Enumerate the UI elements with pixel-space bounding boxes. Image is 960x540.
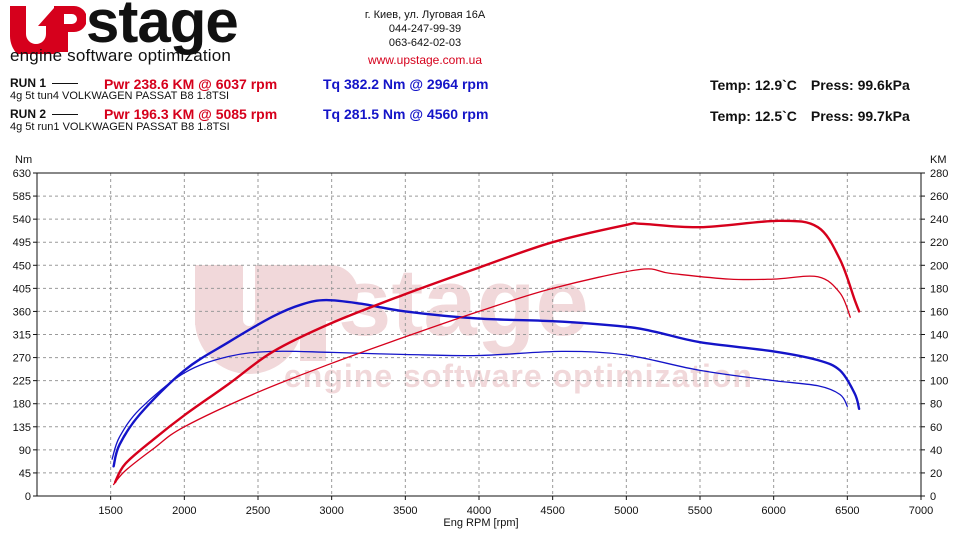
logo-mark-icon	[10, 6, 86, 54]
y-tick-label-0: 0	[25, 491, 31, 503]
x-tick-label-0: 1500	[98, 505, 122, 517]
y-tick-label-4: 180	[13, 399, 31, 411]
run-1-temp: Temp: 12.9`C	[710, 77, 797, 93]
y2-tick-label-14: 280	[930, 168, 948, 180]
run-1-description: 4g 5t tun4 VOLKWAGEN PASSAT B8 1.8TSI	[10, 90, 230, 102]
y-axis-left-ticks: 0 45 90 135 180 225 270 315 360 405 450 495 540 585 63…	[13, 168, 37, 503]
y-tick-label-10: 450	[13, 260, 31, 272]
x-tick-label-5: 4000	[467, 505, 491, 517]
x-tick-label-1: 2000	[172, 505, 196, 517]
run-2-label: RUN 2	[10, 107, 47, 121]
y2-tick-label-3: 60	[930, 422, 942, 434]
run-2-info: RUN 2 4g 5t run1 VOLKWAGEN PASSAT B8 1.8…	[10, 107, 230, 133]
x-axis-ticks: 1500 2000 2500 3000 3500 4000 4500 5000 5500 6000…	[98, 496, 933, 517]
phone-2-text: 063-642-02-03	[388, 37, 462, 49]
run-2-torque: Tq 281.5 Nm @ 4560 rpm	[323, 106, 489, 122]
x-axis-label: Eng RPM [rpm]	[443, 517, 518, 529]
y2-tick-label-12: 240	[930, 214, 948, 226]
run-2-line-legend	[52, 114, 79, 116]
series-line-torque-run-2	[111, 350, 848, 460]
run-2-description: 4g 5t run1 VOLKWAGEN PASSAT B8 1.8TSI	[10, 121, 230, 133]
upstage-logo: stage engine software optimization	[6, 0, 306, 70]
y2-tick-label-2: 40	[930, 445, 942, 457]
y2-tick-label-4: 80	[930, 399, 942, 411]
y-tick-label-11: 495	[13, 237, 31, 249]
x-tick-label-11: 7000	[909, 505, 933, 517]
chart-series	[111, 219, 861, 486]
y2-tick-label-8: 160	[930, 306, 948, 318]
y2-tick-label-9: 180	[930, 283, 948, 295]
x-tick-label-8: 5500	[688, 505, 712, 517]
y-tick-label-3: 135	[13, 422, 31, 434]
y-tick-label-14: 630	[13, 168, 31, 180]
y-tick-label-13: 585	[13, 191, 31, 203]
run-2-power: Pwr 196.3 KM @ 5085 rpm	[104, 106, 278, 122]
y-axis-right-ticks: 0 20 40 60 80 100 120 140 160 180 200 220 240 260 280	[921, 168, 948, 503]
logo-word: stage	[86, 0, 239, 55]
run-2-press: Press: 99.7kPa	[810, 108, 910, 124]
series-line-power-run-2	[112, 268, 851, 486]
x-tick-label-2: 2500	[246, 505, 270, 517]
address-text: г. Киев, ул. Луговая 16А	[364, 9, 486, 21]
x-tick-label-10: 6500	[835, 505, 859, 517]
y2-tick-label-5: 100	[930, 376, 948, 388]
logo-tagline: engine software optimization	[10, 46, 232, 65]
x-tick-label-9: 6000	[761, 505, 785, 517]
y2-tick-label-6: 120	[930, 353, 948, 365]
watermark-logo: stage engine software optimization	[195, 249, 753, 394]
y-tick-label-5: 225	[13, 376, 31, 388]
y-axis-right-label: KM	[930, 154, 947, 166]
y-tick-label-7: 315	[13, 330, 31, 342]
y2-tick-label-11: 220	[930, 237, 948, 249]
run-1-torque: Tq 382.2 Nm @ 2964 rpm	[323, 76, 489, 92]
y2-tick-label-0: 0	[930, 491, 936, 503]
x-tick-label-6: 4500	[540, 505, 564, 517]
run-1-press: Press: 99.6kPa	[810, 77, 910, 93]
contact-info: г. Киев, ул. Луговая 16А 044-247-99-39 0…	[330, 8, 520, 67]
y-tick-label-9: 405	[13, 283, 31, 295]
y2-tick-label-13: 260	[930, 191, 948, 203]
run-1-info: RUN 1 4g 5t tun4 VOLKWAGEN PASSAT B8 1.8…	[10, 76, 229, 102]
y-tick-label-2: 90	[19, 445, 31, 457]
y2-tick-label-1: 20	[930, 468, 942, 480]
x-tick-label-3: 3000	[319, 505, 343, 517]
run-1-line-legend	[52, 83, 79, 85]
x-tick-label-4: 3500	[393, 505, 417, 517]
website-link[interactable]: www.upstage.com.ua	[367, 53, 483, 67]
run-2-conditions: Temp: 12.5`C Press: 99.7kPa	[710, 108, 924, 124]
run-1-power: Pwr 238.6 KM @ 6037 rpm	[104, 76, 278, 92]
y-tick-label-12: 540	[13, 214, 31, 226]
run-2-temp: Temp: 12.5`C	[710, 108, 797, 124]
y-tick-label-6: 270	[13, 353, 31, 365]
run-1-label: RUN 1	[10, 76, 47, 90]
y-tick-label-8: 360	[13, 306, 31, 318]
y2-tick-label-7: 140	[930, 330, 948, 342]
y-tick-label-1: 45	[19, 468, 31, 480]
y2-tick-label-10: 200	[930, 260, 948, 272]
run-1-conditions: Temp: 12.9`C Press: 99.6kPa	[710, 77, 924, 93]
phone-1-text: 044-247-99-39	[388, 23, 462, 35]
x-tick-label-7: 5000	[614, 505, 638, 517]
series-line-power-run-1	[113, 219, 861, 484]
series-line-torque-run-1	[112, 298, 861, 468]
y-axis-left-label: Nm	[15, 154, 32, 166]
watermark-tagline: engine software optimization	[284, 358, 753, 394]
